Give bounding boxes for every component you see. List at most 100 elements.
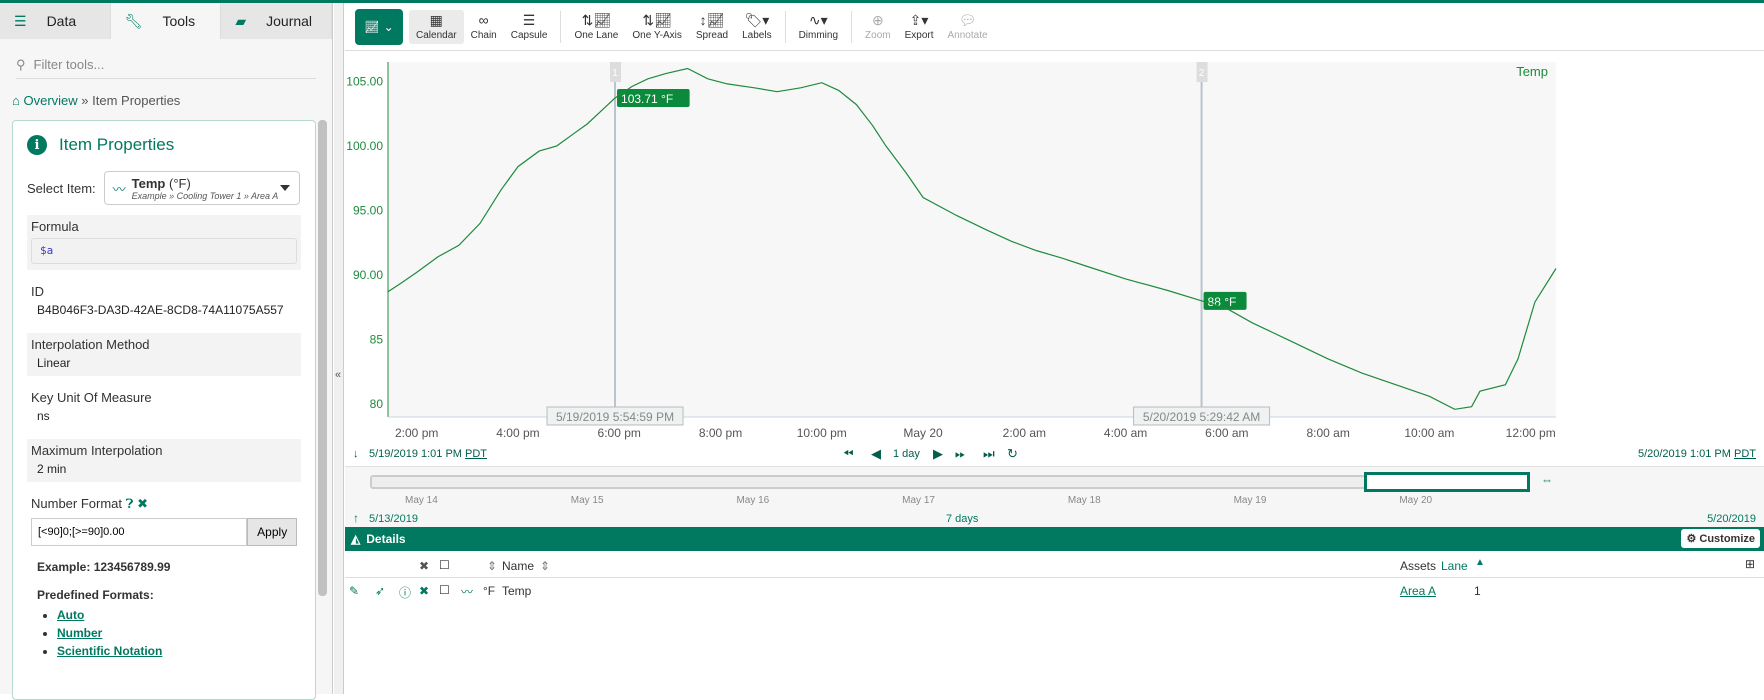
add-column-icon[interactable]: ⊞: [1745, 557, 1756, 571]
step-forward-full-icon[interactable]: ⏩︎: [955, 446, 966, 461]
sort-icon[interactable]: ⇕: [487, 559, 498, 573]
overview-duration[interactable]: 7 days: [946, 513, 979, 525]
step-forward-icon[interactable]: ▶: [933, 446, 943, 461]
jump-to-now-icon[interactable]: ⏭︎: [983, 446, 995, 461]
button-label: Calendar: [416, 29, 457, 41]
step-back-icon[interactable]: ◀: [871, 446, 881, 461]
column-name[interactable]: Name: [502, 559, 535, 573]
filter-tools-input[interactable]: ⚲ Filter tools...: [16, 51, 316, 79]
overview-tick-label: May 15: [570, 495, 604, 506]
one-lane-button[interactable]: ⇅📈︎ One Lane: [567, 10, 625, 44]
tab-label: Data: [46, 13, 77, 29]
cursor-handle[interactable]: [1196, 62, 1208, 82]
tab-journal[interactable]: ▰ Journal: [221, 3, 333, 39]
refresh-icon[interactable]: ↻: [1007, 446, 1018, 461]
capsule-button[interactable]: ☰ Capsule: [504, 10, 555, 44]
cursor-handle[interactable]: [610, 62, 622, 82]
close-icon[interactable]: ✖: [137, 496, 149, 511]
cursor-time-label: 5/19/2019 5:54:59 PM: [556, 410, 674, 424]
calendar-button[interactable]: ▦ Calendar: [409, 9, 464, 44]
signal-icon: 〰: [461, 585, 474, 599]
trend-view-icon: 📈︎: [364, 19, 380, 34]
remove-all-icon[interactable]: ✖: [419, 559, 430, 573]
spread-button[interactable]: ↕📈︎ Spread: [689, 10, 735, 44]
divider: [851, 10, 853, 43]
time-nav: ↓ 5/19/2019 1:01 PM PDT ⏪︎ ◀ 1 day ▶ ⏩︎ …: [345, 444, 1764, 466]
x-tick-label: 10:00 am: [1404, 426, 1454, 440]
overview-zoom-icon[interactable]: ⇔: [1541, 473, 1553, 487]
overview-tick-label: May 20: [1399, 495, 1433, 506]
panel-scrollbar[interactable]: [318, 120, 327, 596]
customize-label: Customize: [1699, 533, 1755, 545]
tab-data[interactable]: ☰ Data: [0, 3, 111, 39]
apply-button[interactable]: Apply: [247, 518, 297, 546]
export-button[interactable]: ⇪▾ Export: [898, 10, 941, 44]
chart-area-icon: ◭: [351, 532, 361, 546]
temp-series-line[interactable]: [387, 67, 1557, 410]
breadcrumb-current: Item Properties: [92, 93, 181, 108]
tab-tools[interactable]: 🔧︎ Tools: [110, 3, 222, 39]
overview-selection[interactable]: [1364, 472, 1530, 492]
format-link-scientific[interactable]: Scientific Notation: [57, 644, 163, 658]
breadcrumb: ⌂ Overview » Item Properties: [12, 93, 320, 108]
timezone-link[interactable]: PDT: [465, 448, 488, 460]
help-icon[interactable]: ❓︎: [125, 496, 134, 511]
timezone-link[interactable]: PDT: [1734, 448, 1756, 460]
overview-track[interactable]: [370, 475, 1530, 489]
formula-field[interactable]: $a: [31, 238, 297, 264]
remove-icon[interactable]: ✖: [419, 584, 430, 598]
sort-icon[interactable]: ⇕: [540, 559, 551, 573]
labels-button[interactable]: 🏷︎▾ Labels: [735, 10, 778, 44]
chain-button[interactable]: ∞ Chain: [464, 10, 504, 44]
tab-label: Tools: [162, 13, 196, 29]
format-example: Example: 123456789.99: [37, 560, 171, 574]
format-link-number[interactable]: Number: [57, 626, 103, 640]
duration-selector[interactable]: 1 day: [893, 448, 920, 460]
chain-icon: ∞: [478, 11, 489, 28]
trend-chart[interactable]: 80 85 90.00 95.00 100.00 105.00 2:00 pm 4:00 pm…: [345, 52, 1764, 446]
column-lane[interactable]: Lane: [1441, 559, 1468, 573]
predefined-label: Predefined Formats:: [37, 588, 154, 602]
prop-label: Number Format: [31, 496, 123, 511]
panel-splitter[interactable]: «: [334, 3, 344, 694]
overview-start[interactable]: 5/13/2019: [369, 513, 418, 525]
sort-asc-icon[interactable]: ▲: [1475, 557, 1485, 568]
y-tick-label: 105.00: [346, 74, 383, 88]
column-assets[interactable]: Assets: [1400, 559, 1437, 573]
book-icon: ▰: [235, 12, 247, 29]
overview-end[interactable]: 5/20/2019: [1707, 513, 1756, 525]
table-row[interactable]: ✎ ➶ ⓘ ✖ ☐ 〰 °F Temp Area A 1: [345, 579, 1764, 603]
details-header: ◭ Details ⚙ Customize: [345, 527, 1764, 551]
row-checkbox[interactable]: ☐: [439, 583, 450, 597]
start-time[interactable]: 5/19/2019 1:01 PM PDT: [369, 448, 487, 460]
formula-prop: Formula $a: [27, 215, 301, 270]
view-selector-button[interactable]: 📈︎ ⌄: [355, 8, 403, 45]
top-accent-bar: [0, 0, 1764, 3]
zoom-button[interactable]: ⊕ Zoom: [858, 10, 898, 44]
breadcrumb-overview[interactable]: Overview: [23, 93, 78, 108]
x-tick-label: 2:00 pm: [395, 426, 438, 440]
button-label: Capsule: [510, 29, 548, 41]
row-asset-link[interactable]: Area A: [1400, 584, 1437, 598]
interp-prop: Interpolation Method Linear: [27, 333, 301, 376]
x-tick-label: 4:00 am: [1104, 426, 1147, 440]
filter-placeholder: Filter tools...: [33, 57, 105, 72]
item-properties-card: i Item Properties Select Item: 〰 Temp (°F…: [12, 120, 316, 700]
one-y-axis-button[interactable]: ⇅📈︎ One Y-Axis: [625, 10, 688, 44]
annotate-button[interactable]: 💬︎ Annotate: [941, 10, 995, 44]
select-item-dropdown[interactable]: 〰 Temp (°F) Example » Cooling Tower 1 » …: [103, 171, 300, 205]
overview-bar: ⇔ May 14 May 15 May 16 May 17 May 18 May 19 Ma…: [345, 466, 1764, 528]
select-all-checkbox[interactable]: ☐: [439, 558, 450, 572]
format-link-auto[interactable]: Auto: [57, 608, 85, 622]
dimming-button[interactable]: ∿▾ Dimming: [792, 10, 845, 44]
info-icon[interactable]: ⓘ: [399, 586, 412, 600]
prop-label: Formula: [31, 219, 79, 234]
step-back-full-icon[interactable]: ⏪︎: [843, 446, 854, 461]
customize-button[interactable]: ⚙ Customize: [1681, 529, 1760, 548]
number-format-input[interactable]: [31, 518, 248, 546]
edit-icon[interactable]: ✎: [349, 584, 360, 598]
collapse-icon[interactable]: «: [335, 369, 342, 381]
rocket-icon[interactable]: ➶: [375, 584, 386, 598]
select-item-label: Select Item:: [27, 180, 96, 196]
end-time[interactable]: 5/20/2019 1:01 PM PDT: [1638, 448, 1756, 460]
